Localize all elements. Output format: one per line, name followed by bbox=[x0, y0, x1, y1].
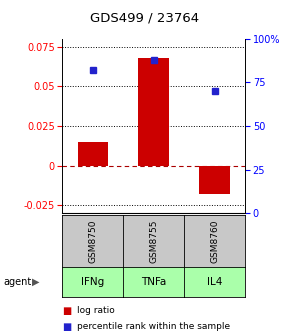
Text: GSM8755: GSM8755 bbox=[149, 219, 158, 263]
Text: IL4: IL4 bbox=[207, 277, 222, 287]
Text: GDS499 / 23764: GDS499 / 23764 bbox=[90, 12, 200, 25]
Text: ■: ■ bbox=[62, 306, 72, 316]
Text: GSM8760: GSM8760 bbox=[210, 219, 219, 263]
Text: GSM8750: GSM8750 bbox=[88, 219, 97, 263]
Text: percentile rank within the sample: percentile rank within the sample bbox=[77, 322, 230, 331]
Bar bbox=[139, 58, 169, 166]
Text: log ratio: log ratio bbox=[77, 306, 115, 315]
Bar bbox=[199, 166, 230, 194]
Text: agent: agent bbox=[3, 277, 31, 287]
Text: ■: ■ bbox=[62, 322, 72, 332]
Bar bbox=[78, 142, 108, 166]
Text: ▶: ▶ bbox=[32, 277, 39, 287]
Text: IFNg: IFNg bbox=[81, 277, 104, 287]
Text: TNFa: TNFa bbox=[141, 277, 166, 287]
